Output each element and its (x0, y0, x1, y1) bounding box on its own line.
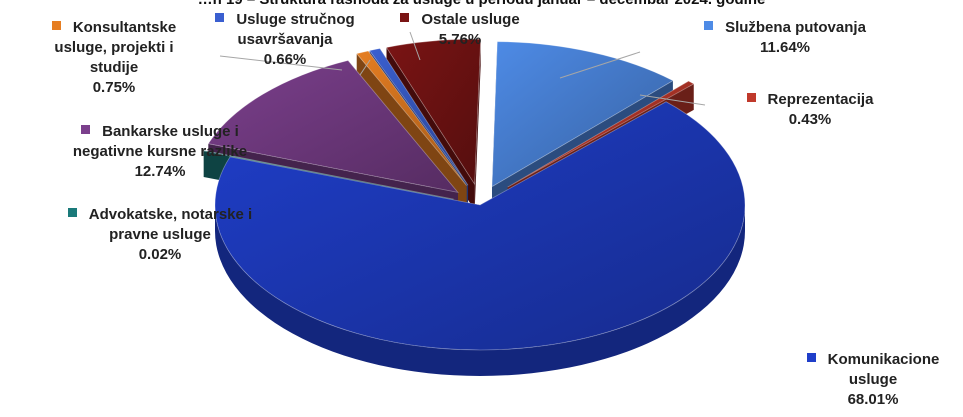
data-label-text: usavršavanja (237, 31, 333, 48)
data-label-value: 12.74% (134, 163, 186, 180)
legend-swatch (806, 353, 816, 362)
data-label-2: Komunikacione usluge 68.01% (773, 350, 963, 410)
leader-line-5 (219, 55, 343, 71)
legend-swatch (704, 21, 714, 30)
data-label-text: pravne usluge (109, 226, 211, 243)
data-label-value: 0.43% (788, 111, 832, 128)
data-label-text: Konsultantske (14, 18, 214, 38)
data-label-value: 0.02% (138, 246, 182, 263)
data-label-text: Službena putovanja (665, 18, 905, 38)
data-label-text: Bankarske usluge i (20, 122, 300, 142)
data-label-1: Reprezentacija 0.43% (710, 90, 910, 130)
data-label-3: Advokatske, notarske i pravne usluge 0.02% (40, 205, 280, 265)
data-label-text: usluge, projekti i (54, 39, 174, 56)
data-label-4: Bankarske usluge i negativne kursne razli… (20, 122, 300, 182)
data-label-0: Službena putovanja 11.64% (665, 18, 905, 58)
legend-swatch (400, 13, 410, 22)
legend-swatch (51, 21, 61, 30)
data-label-value: 11.64% (759, 39, 811, 56)
data-label-value: 5.76% (438, 31, 482, 48)
data-label-text: Ostale usluge (380, 10, 540, 30)
leader-line-1 (639, 94, 706, 106)
pie-slice-2 (214, 101, 746, 376)
data-label-text: studije (89, 59, 139, 76)
legend-swatch (81, 125, 91, 134)
data-label-text: negativne kursne razlike (72, 143, 248, 160)
leader-line-0 (559, 51, 641, 79)
data-label-value: 0.66% (263, 51, 307, 68)
data-label-6: Usluge stručnog usavršavanja 0.66% (200, 10, 370, 70)
legend-swatch (215, 13, 225, 22)
chart-title: …n 19 – Struktura rashoda za usluge u pe… (0, 0, 963, 8)
data-label-value: 0.75% (92, 79, 136, 96)
data-label-text: Usluge stručnog (200, 10, 370, 30)
data-label-7: Ostale usluge 5.76% (380, 10, 540, 50)
legend-swatch (67, 208, 77, 217)
leader-line-7 (409, 31, 421, 61)
data-label-text: Reprezentacija (710, 90, 910, 110)
data-label-5: Konsultantske usluge, projekti i studije 0.… (14, 18, 214, 98)
data-label-value: 68.01% (847, 391, 899, 408)
leader-line-6 (359, 59, 371, 76)
data-label-text: usluge (848, 371, 898, 388)
data-label-text: Komunikacione (773, 350, 963, 370)
data-label-text: Advokatske, notarske i (40, 205, 280, 225)
legend-swatch (746, 93, 756, 102)
